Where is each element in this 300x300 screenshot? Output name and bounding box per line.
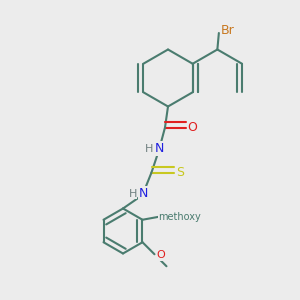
Text: N: N <box>138 187 148 200</box>
Text: S: S <box>177 166 184 179</box>
Text: N: N <box>155 142 164 155</box>
Text: O: O <box>161 211 170 221</box>
Text: H: H <box>145 143 154 154</box>
Text: O: O <box>156 250 165 260</box>
Text: O: O <box>188 121 197 134</box>
Text: H: H <box>128 188 137 199</box>
Text: methoxy: methoxy <box>159 212 201 222</box>
Text: Br: Br <box>220 24 234 37</box>
